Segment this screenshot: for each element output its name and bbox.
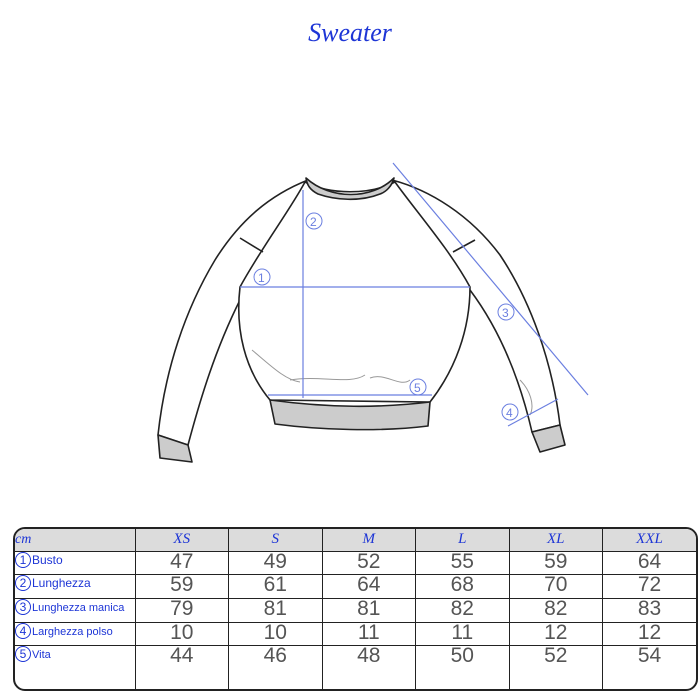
cell: 55 xyxy=(415,550,510,576)
cell: 81 xyxy=(321,597,416,623)
cell: 12 xyxy=(508,621,603,647)
sweater-body xyxy=(237,181,471,403)
cell: 59 xyxy=(134,574,229,599)
cell: 64 xyxy=(321,574,416,599)
marker-4: 4 xyxy=(501,403,519,421)
measurement-lines xyxy=(240,162,589,427)
number-circle-icon: 3 xyxy=(15,598,31,615)
size-header: L xyxy=(415,529,510,552)
fabric-folds xyxy=(251,349,533,416)
cell: 10 xyxy=(134,621,229,647)
left-elbow-band xyxy=(239,237,264,253)
number-circle-icon: 1 xyxy=(15,551,31,568)
cell: 59 xyxy=(508,550,603,576)
size-table: cm XS S M L XL XXL 1 Busto 47 49 52 55 59… xyxy=(13,527,698,691)
cell: 83 xyxy=(602,597,696,623)
row-label-text: Larghezza polso xyxy=(32,625,113,638)
cell: 49 xyxy=(228,550,323,576)
size-header: M xyxy=(321,529,416,552)
cell: 10 xyxy=(228,621,323,647)
table-row: 3 Lunghezza manica 79 81 81 82 82 83 xyxy=(15,597,696,623)
table-row: 4 Larghezza polso 10 10 11 11 12 12 xyxy=(15,621,696,647)
table-row: 1 Busto 47 49 52 55 59 64 xyxy=(15,550,696,576)
sleeve-length-line xyxy=(392,162,589,396)
number-circle-icon: 5 xyxy=(15,646,31,663)
cell: 64 xyxy=(602,550,696,576)
size-header: XXL xyxy=(602,529,696,552)
row-label-text: Lunghezza manica xyxy=(32,601,125,614)
svg-text:5: 5 xyxy=(414,381,421,395)
cell: 44 xyxy=(134,645,229,689)
row-label: 5 Vita xyxy=(15,645,136,689)
cell: 72 xyxy=(602,574,696,599)
hem-rib xyxy=(269,399,431,431)
cell: 68 xyxy=(415,574,510,599)
wrist-width-line xyxy=(507,398,559,427)
cell: 81 xyxy=(228,597,323,623)
table-row: 2 Lunghezza 59 61 64 68 70 72 xyxy=(15,574,696,599)
cell: 47 xyxy=(134,550,229,576)
marker-1: 1 xyxy=(253,268,271,286)
right-cuff xyxy=(531,424,566,453)
marker-5: 5 xyxy=(409,378,427,396)
cell: 48 xyxy=(321,645,416,689)
cell: 79 xyxy=(134,597,229,623)
row-label-text: Vita xyxy=(32,649,51,662)
cell: 52 xyxy=(321,550,416,576)
row-label: 3 Lunghezza manica xyxy=(15,597,136,623)
row-label-text: Lunghezza xyxy=(32,576,91,591)
left-cuff xyxy=(157,434,193,463)
svg-text:3: 3 xyxy=(502,306,509,320)
row-label: 2 Lunghezza xyxy=(15,574,136,599)
unit-header: cm xyxy=(15,529,136,552)
marker-2: 2 xyxy=(305,212,323,230)
number-circle-icon: 2 xyxy=(15,575,31,592)
table-row: 5 Vita 44 46 48 50 52 54 xyxy=(15,645,696,689)
row-label: 1 Busto xyxy=(15,550,136,576)
row-label: 4 Larghezza polso xyxy=(15,621,136,647)
neckband xyxy=(305,177,395,201)
cell: 12 xyxy=(602,621,696,647)
cell: 11 xyxy=(415,621,510,647)
header-row: cm XS S M L XL XXL xyxy=(15,529,696,552)
cell: 82 xyxy=(508,597,603,623)
size-header: XS xyxy=(134,529,229,552)
svg-text:1: 1 xyxy=(258,271,265,285)
size-header: S xyxy=(228,529,323,552)
cell: 52 xyxy=(508,645,603,689)
cell: 46 xyxy=(228,645,323,689)
right-sleeve xyxy=(391,179,561,433)
cell: 61 xyxy=(228,574,323,599)
svg-text:2: 2 xyxy=(310,215,317,229)
cell: 82 xyxy=(415,597,510,623)
svg-text:4: 4 xyxy=(506,406,513,420)
size-header: XL xyxy=(508,529,603,552)
right-elbow-band xyxy=(452,239,476,253)
cell: 11 xyxy=(321,621,416,647)
page-title: Sweater xyxy=(308,18,392,47)
cell: 70 xyxy=(508,574,603,599)
row-label-text: Busto xyxy=(32,552,63,567)
left-sleeve xyxy=(157,179,309,446)
cell: 54 xyxy=(602,645,696,689)
number-circle-icon: 4 xyxy=(15,622,31,639)
cell: 50 xyxy=(415,645,510,689)
marker-3: 3 xyxy=(497,303,515,321)
sweater-diagram: 1 2 3 4 5 xyxy=(157,162,589,463)
measurement-markers: 1 2 3 4 5 xyxy=(253,212,519,421)
